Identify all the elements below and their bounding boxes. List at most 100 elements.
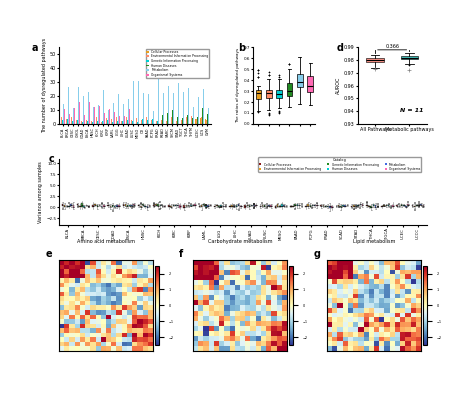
PathPatch shape bbox=[297, 74, 302, 87]
PathPatch shape bbox=[340, 206, 341, 208]
PathPatch shape bbox=[155, 204, 157, 205]
PathPatch shape bbox=[357, 205, 359, 206]
Bar bbox=[69, 114, 70, 124]
Y-axis label: AUROC: AUROC bbox=[336, 77, 341, 94]
Y-axis label: The ratios of dysregulated pathways: The ratios of dysregulated pathways bbox=[237, 48, 240, 123]
Bar bbox=[127, 120, 128, 124]
PathPatch shape bbox=[116, 205, 118, 207]
PathPatch shape bbox=[266, 89, 272, 98]
PathPatch shape bbox=[331, 206, 333, 208]
Bar bbox=[62, 120, 63, 124]
PathPatch shape bbox=[231, 205, 233, 207]
Y-axis label: The number of dysregulated pathways: The number of dysregulated pathways bbox=[42, 38, 47, 133]
PathPatch shape bbox=[260, 206, 261, 207]
Bar bbox=[201, 117, 202, 124]
Bar bbox=[187, 115, 188, 124]
Bar bbox=[72, 121, 73, 124]
PathPatch shape bbox=[401, 56, 418, 59]
Bar bbox=[102, 121, 103, 124]
PathPatch shape bbox=[64, 205, 65, 207]
PathPatch shape bbox=[353, 205, 355, 207]
Bar bbox=[142, 119, 143, 124]
Bar bbox=[178, 83, 179, 124]
PathPatch shape bbox=[146, 206, 148, 208]
Bar bbox=[92, 122, 93, 124]
PathPatch shape bbox=[118, 204, 120, 207]
Bar bbox=[161, 120, 162, 124]
PathPatch shape bbox=[268, 205, 270, 206]
PathPatch shape bbox=[383, 205, 385, 206]
PathPatch shape bbox=[381, 206, 383, 207]
PathPatch shape bbox=[125, 204, 126, 206]
Bar bbox=[176, 121, 177, 124]
PathPatch shape bbox=[420, 204, 422, 205]
PathPatch shape bbox=[255, 204, 257, 206]
PathPatch shape bbox=[338, 205, 339, 206]
Bar bbox=[93, 106, 94, 124]
PathPatch shape bbox=[240, 206, 242, 207]
PathPatch shape bbox=[236, 205, 237, 207]
Text: d: d bbox=[337, 43, 344, 54]
Bar bbox=[136, 119, 137, 124]
PathPatch shape bbox=[373, 204, 374, 206]
Bar bbox=[123, 104, 124, 124]
Bar bbox=[118, 94, 119, 124]
PathPatch shape bbox=[392, 205, 394, 207]
Bar bbox=[182, 118, 183, 124]
Bar bbox=[86, 120, 87, 124]
PathPatch shape bbox=[82, 203, 83, 206]
Bar bbox=[143, 93, 144, 124]
PathPatch shape bbox=[386, 204, 387, 206]
PathPatch shape bbox=[77, 204, 79, 205]
Bar bbox=[175, 118, 176, 124]
PathPatch shape bbox=[275, 206, 276, 208]
PathPatch shape bbox=[403, 205, 404, 206]
Bar bbox=[167, 113, 168, 124]
PathPatch shape bbox=[229, 206, 231, 207]
Bar bbox=[171, 117, 172, 124]
PathPatch shape bbox=[375, 205, 376, 208]
Bar bbox=[163, 93, 164, 124]
PathPatch shape bbox=[299, 205, 300, 206]
PathPatch shape bbox=[360, 204, 361, 205]
Bar bbox=[66, 119, 67, 124]
PathPatch shape bbox=[190, 205, 191, 206]
Bar bbox=[209, 108, 210, 124]
PathPatch shape bbox=[416, 205, 418, 206]
Bar bbox=[183, 92, 184, 124]
PathPatch shape bbox=[210, 205, 211, 206]
Bar bbox=[156, 121, 157, 124]
PathPatch shape bbox=[97, 205, 98, 207]
Bar bbox=[99, 106, 100, 124]
Legend: Cellular Processes, Environmental Information Processing, Genetic Information Pr: Cellular Processes, Environmental Inform… bbox=[258, 157, 421, 172]
Bar bbox=[124, 116, 125, 124]
Bar bbox=[141, 120, 142, 124]
Bar bbox=[78, 87, 79, 124]
PathPatch shape bbox=[208, 205, 209, 207]
Bar bbox=[157, 112, 158, 124]
Text: N = 11: N = 11 bbox=[401, 108, 424, 113]
Bar bbox=[173, 93, 174, 124]
PathPatch shape bbox=[320, 204, 322, 206]
PathPatch shape bbox=[112, 205, 113, 207]
PathPatch shape bbox=[199, 206, 200, 207]
Y-axis label: Variance among samples: Variance among samples bbox=[38, 161, 44, 223]
PathPatch shape bbox=[277, 204, 278, 206]
PathPatch shape bbox=[388, 205, 389, 206]
Bar bbox=[94, 107, 95, 124]
Bar bbox=[205, 119, 206, 124]
Text: b: b bbox=[238, 43, 245, 54]
Bar bbox=[207, 121, 208, 124]
Bar bbox=[134, 104, 135, 124]
PathPatch shape bbox=[129, 205, 131, 206]
PathPatch shape bbox=[114, 206, 116, 207]
Bar bbox=[89, 102, 90, 124]
PathPatch shape bbox=[73, 205, 74, 208]
PathPatch shape bbox=[160, 204, 161, 206]
Bar bbox=[153, 111, 154, 124]
PathPatch shape bbox=[138, 205, 139, 206]
Bar bbox=[193, 106, 194, 124]
Bar bbox=[79, 102, 80, 124]
PathPatch shape bbox=[108, 205, 109, 206]
Bar bbox=[133, 81, 134, 124]
